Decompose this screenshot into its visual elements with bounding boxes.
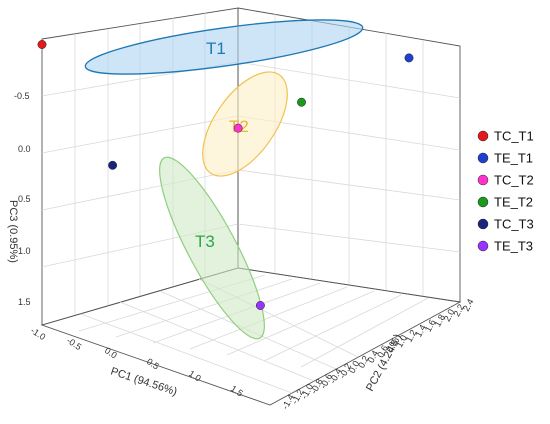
data-points xyxy=(37,40,414,310)
z-tick: 0.0 xyxy=(18,144,31,154)
x-axis-title: PC1 (94.56%) xyxy=(109,365,178,398)
x-tick: -0.5 xyxy=(65,335,83,352)
point-tc-t1 xyxy=(37,40,47,49)
group-ellipses xyxy=(84,19,364,340)
point-tc-t2 xyxy=(233,123,243,133)
legend-label: TC_T3 xyxy=(494,217,534,232)
x-axis-ticks: -1.0 -0.5 0.0 0.5 1.0 1.5 xyxy=(29,325,245,398)
legend-item-te-t1: TE_T1 xyxy=(477,151,533,166)
x-tick: 1.5 xyxy=(229,383,245,398)
group-ellipse-t2 xyxy=(202,71,288,177)
legend: TC_T1 TE_T1 TC_T2 TE_T2 TC_T3 TE_T3 xyxy=(477,129,534,254)
point-tc-t3 xyxy=(108,160,118,170)
group-ellipse-t1 xyxy=(84,19,364,75)
z-tick: -0.5 xyxy=(14,91,30,101)
point-te-t2 xyxy=(297,97,306,107)
floor xyxy=(40,267,462,406)
legend-marker xyxy=(477,152,489,164)
group-label-t1: T1 xyxy=(206,39,226,58)
legend-label: TE_T2 xyxy=(494,195,533,210)
x-tick: 0.5 xyxy=(145,356,161,371)
z-axis-title: PC3 (0.95%) xyxy=(7,200,19,263)
legend-item-tc-t3: TC_T3 xyxy=(477,217,534,232)
legend-marker xyxy=(477,218,489,230)
legend-item-te-t3: TE_T3 xyxy=(477,239,533,254)
x-tick: 1.0 xyxy=(187,368,203,383)
z-tick: 0.5 xyxy=(18,194,31,204)
z-axis-ticks: -0.5 0.0 0.5 1.0 1.5 xyxy=(14,91,31,307)
legend-item-tc-t2: TC_T2 xyxy=(477,173,534,188)
legend-item-tc-t1: TC_T1 xyxy=(477,129,534,144)
legend-label: TE_T3 xyxy=(494,239,533,254)
group-ellipse-t3 xyxy=(159,156,265,340)
y-axis-ticks: -1.4-1.2-1.0-0.8-0.6-0.4-0.20.00.20.40.6… xyxy=(280,297,476,411)
legend-marker xyxy=(477,174,489,186)
legend-marker xyxy=(477,196,489,208)
point-te-t3 xyxy=(255,301,265,310)
z-tick: 1.0 xyxy=(18,246,31,256)
legend-label: TE_T1 xyxy=(494,151,533,166)
group-label-t3: T3 xyxy=(195,232,215,251)
legend-marker xyxy=(477,240,489,252)
legend-label: TC_T2 xyxy=(494,173,534,188)
side-wall xyxy=(237,7,461,303)
x-tick: -1.0 xyxy=(29,325,47,342)
z-tick: 1.5 xyxy=(18,297,31,307)
legend-label: TC_T1 xyxy=(494,129,534,144)
point-te-t1 xyxy=(404,53,414,63)
legend-item-te-t2: TE_T2 xyxy=(477,195,533,210)
legend-marker xyxy=(477,130,489,142)
